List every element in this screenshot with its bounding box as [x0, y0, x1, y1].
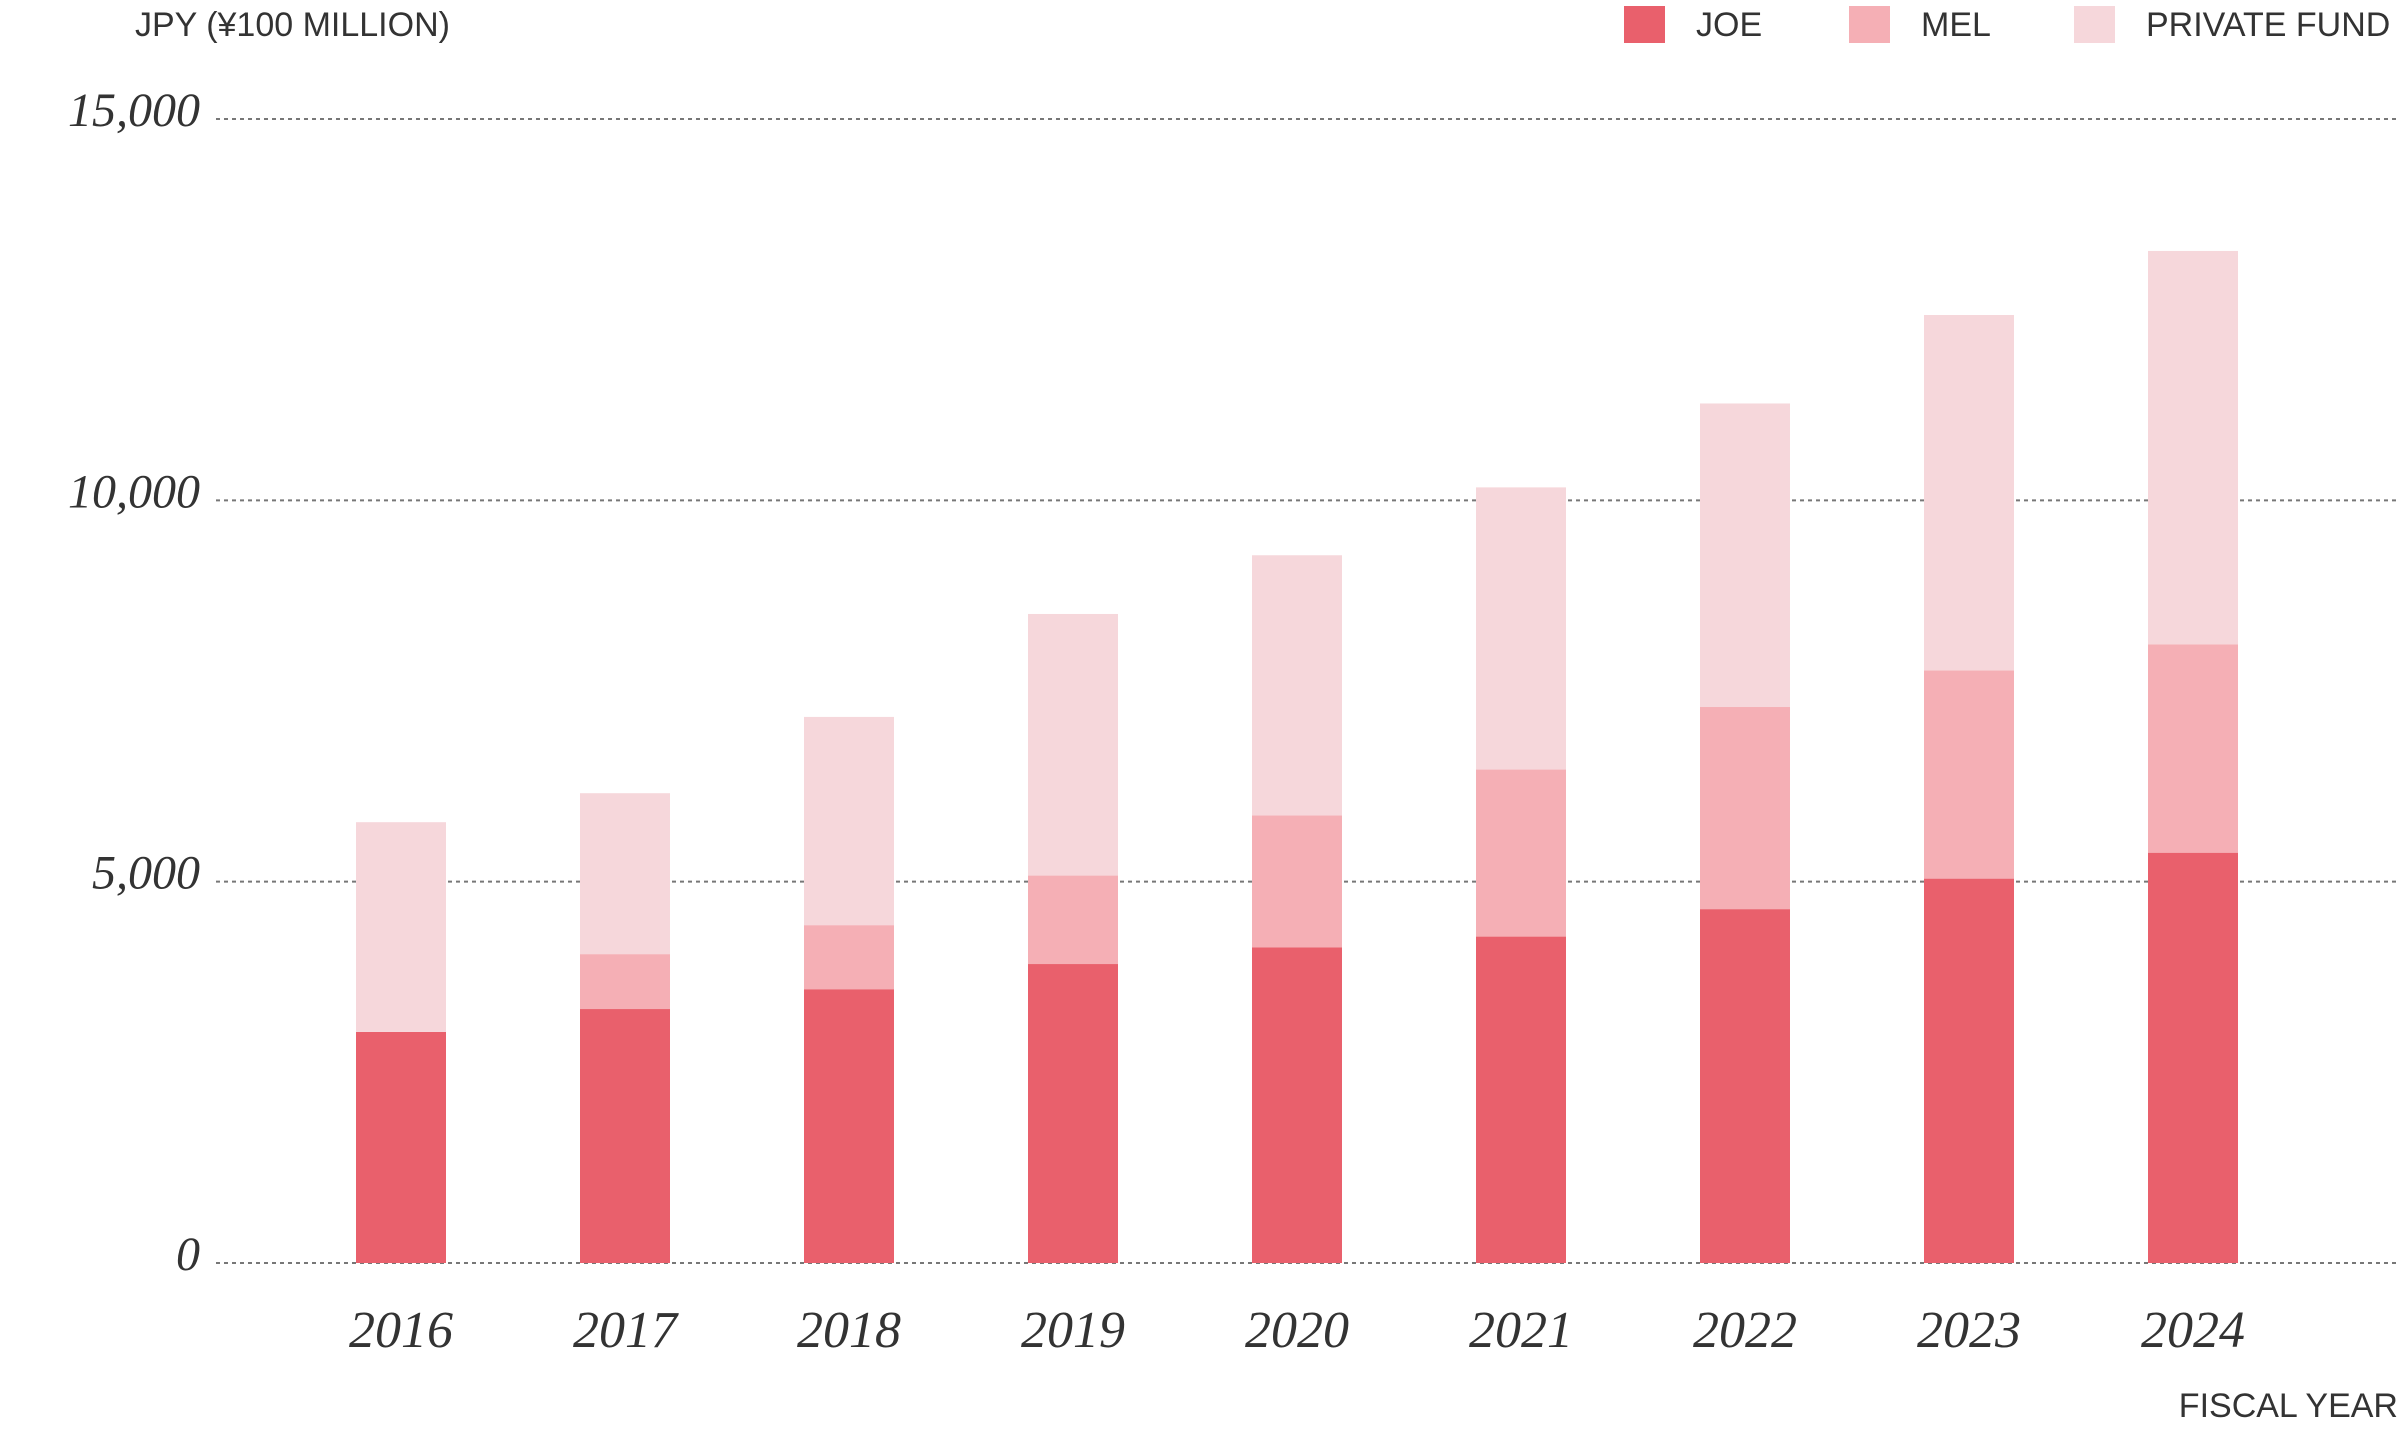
- bar-segment: [580, 1009, 670, 1263]
- x-tick-label: 2022: [1693, 1302, 1797, 1359]
- x-tick-label: 2024: [2141, 1302, 2245, 1359]
- bar-segment: [1028, 875, 1118, 965]
- bar-segment: [1700, 403, 1790, 708]
- x-tick-label: 2021: [1469, 1302, 1573, 1359]
- y-tick-label: 10,000: [68, 465, 200, 518]
- y-tick-label: 5,000: [92, 847, 200, 900]
- bar-segment: [804, 989, 894, 1263]
- bar-segment: [1028, 613, 1118, 876]
- y-axis-label: JPY (¥100 MILLION): [135, 6, 450, 44]
- bar-segment: [2148, 250, 2238, 645]
- bar-segment: [1476, 487, 1566, 770]
- legend-label: PRIVATE FUND: [2146, 6, 2390, 44]
- legend-swatch: [1849, 6, 1890, 43]
- bar-segment: [1924, 878, 2014, 1263]
- x-tick-label: 2018: [797, 1302, 901, 1359]
- y-tick-label: 0: [176, 1228, 200, 1281]
- x-tick-label: 2023: [1917, 1302, 2021, 1359]
- bar-segment: [2148, 644, 2238, 853]
- bar-segment: [580, 954, 670, 1010]
- bar-segment: [1476, 769, 1566, 937]
- bar-segment: [1252, 555, 1342, 816]
- x-tick-label: 2020: [1245, 1302, 1349, 1359]
- bar-segment: [804, 716, 894, 926]
- legend-swatch: [1624, 6, 1665, 43]
- y-tick-label: 15,000: [68, 84, 200, 137]
- bar-segment: [1700, 707, 1790, 910]
- bar-segment: [356, 822, 446, 1032]
- bar-segment: [1924, 315, 2014, 671]
- x-tick-label: 2017: [573, 1302, 679, 1359]
- x-tick-label: 2016: [349, 1302, 453, 1359]
- legend-swatch: [2074, 6, 2115, 43]
- legend-label: JOE: [1696, 6, 1762, 44]
- bar-segment: [1252, 947, 1342, 1263]
- bar-segment: [1028, 964, 1118, 1263]
- bar-segment: [580, 793, 670, 955]
- x-tick-label: 2019: [1021, 1302, 1125, 1359]
- bar-segment: [1700, 909, 1790, 1263]
- bar-segment: [356, 1031, 446, 1263]
- bar-segment: [1476, 936, 1566, 1263]
- bar-segment: [1252, 815, 1342, 948]
- bar-segment: [804, 925, 894, 990]
- legend-label: MEL: [1921, 6, 1991, 44]
- x-axis-label: FISCAL YEAR: [2179, 1387, 2398, 1425]
- bar-segment: [2148, 852, 2238, 1263]
- bar-segment: [1924, 670, 2014, 879]
